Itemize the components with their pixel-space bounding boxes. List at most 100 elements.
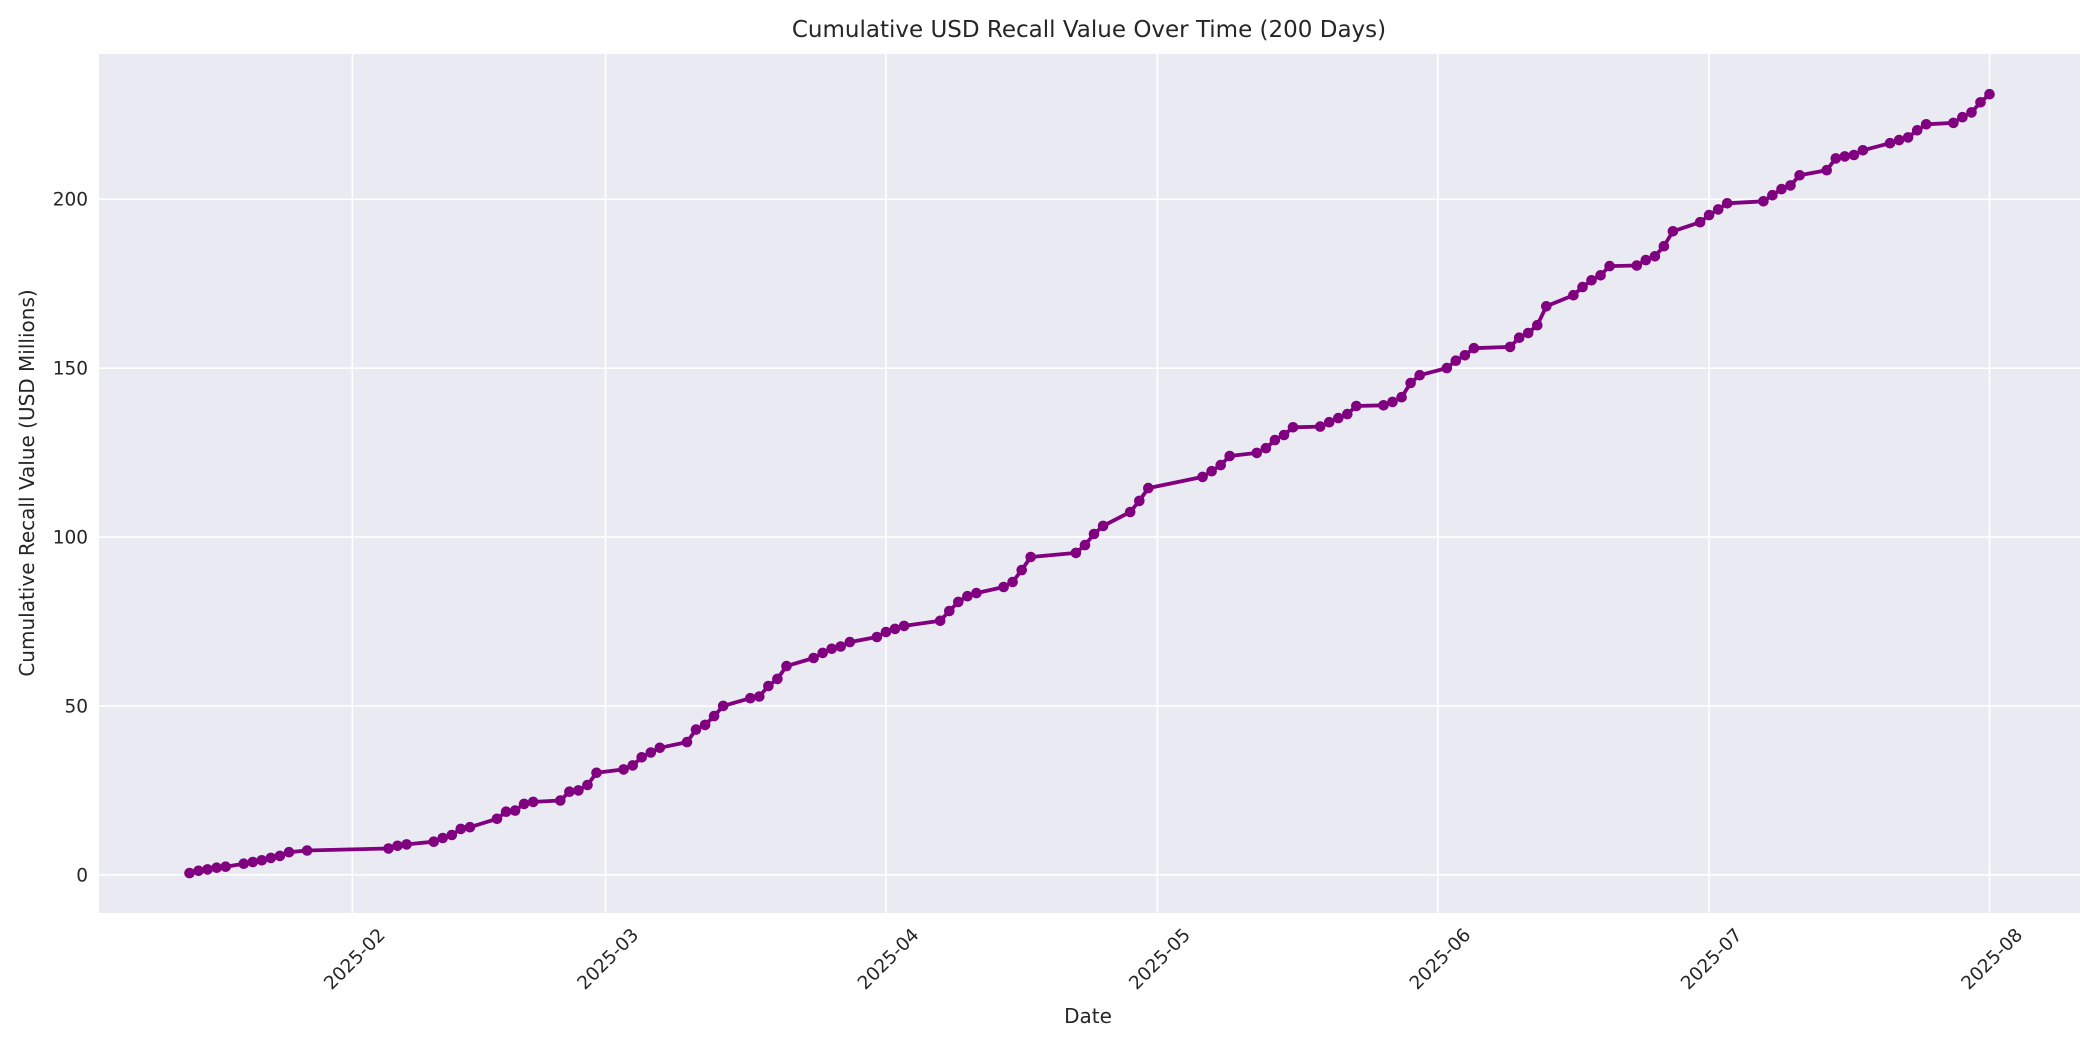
data-point bbox=[934, 615, 946, 627]
data-point bbox=[1658, 240, 1670, 252]
data-point bbox=[826, 643, 837, 655]
y-axis-label: Cumulative Recall Value (USD Millions) bbox=[15, 289, 39, 676]
data-point bbox=[428, 836, 440, 847]
data-point bbox=[1387, 396, 1398, 408]
data-point bbox=[1839, 151, 1851, 162]
data-point bbox=[1025, 551, 1036, 563]
data-point bbox=[392, 840, 403, 852]
data-point bbox=[265, 852, 277, 864]
data-point bbox=[1459, 350, 1471, 361]
data-point bbox=[455, 823, 467, 835]
y-tick-label: 200 bbox=[53, 190, 88, 211]
data-point bbox=[1848, 149, 1860, 161]
data-point bbox=[781, 660, 792, 672]
data-point bbox=[509, 805, 521, 816]
data-point bbox=[1414, 369, 1425, 381]
data-point bbox=[555, 795, 566, 806]
data-point bbox=[835, 641, 846, 652]
data-point bbox=[944, 605, 955, 617]
data-point bbox=[193, 865, 204, 877]
data-point bbox=[1441, 362, 1453, 374]
data-point bbox=[772, 673, 783, 685]
data-point bbox=[301, 845, 313, 856]
data-point bbox=[636, 752, 647, 763]
data-point bbox=[500, 806, 512, 817]
data-point bbox=[220, 861, 231, 872]
data-point bbox=[1830, 153, 1842, 164]
data-point bbox=[1920, 119, 1932, 130]
data-point bbox=[564, 786, 575, 797]
data-point bbox=[1586, 275, 1597, 286]
data-point bbox=[1016, 564, 1027, 576]
data-point bbox=[717, 700, 729, 712]
y-tick-labels: 0 50 100 150 200 bbox=[53, 190, 88, 887]
y-tick-label: 0 bbox=[76, 865, 88, 886]
data-point bbox=[256, 855, 268, 866]
data-point bbox=[1134, 495, 1145, 507]
data-point bbox=[1450, 355, 1462, 367]
plot-area bbox=[99, 54, 2080, 913]
data-point bbox=[1794, 170, 1805, 181]
data-point bbox=[1251, 447, 1263, 459]
data-point bbox=[1097, 520, 1109, 532]
data-point bbox=[681, 736, 693, 748]
data-point bbox=[1215, 459, 1226, 471]
data-point bbox=[464, 821, 476, 833]
data-point bbox=[817, 647, 828, 659]
data-point bbox=[283, 846, 295, 858]
data-point bbox=[582, 779, 593, 791]
data-point bbox=[518, 798, 530, 810]
data-point bbox=[1640, 254, 1652, 266]
data-point bbox=[1007, 576, 1018, 588]
data-point bbox=[971, 587, 982, 599]
data-point bbox=[591, 767, 602, 779]
data-point bbox=[1595, 270, 1606, 281]
data-point bbox=[573, 785, 584, 796]
data-point bbox=[1278, 429, 1290, 441]
data-point bbox=[708, 710, 720, 722]
data-point bbox=[1079, 539, 1091, 551]
data-point bbox=[1504, 341, 1516, 353]
y-tick-label: 100 bbox=[53, 528, 88, 549]
data-point bbox=[202, 864, 213, 875]
chart-title: Cumulative USD Recall Value Over Time (2… bbox=[792, 17, 1386, 43]
data-point bbox=[1767, 189, 1778, 201]
data-point bbox=[211, 862, 222, 873]
data-point bbox=[491, 813, 503, 825]
data-point bbox=[1260, 442, 1272, 454]
data-point bbox=[1143, 482, 1154, 494]
data-point bbox=[446, 829, 458, 841]
data-point bbox=[690, 724, 702, 735]
data-point bbox=[962, 590, 973, 602]
data-point bbox=[1323, 416, 1335, 428]
data-point bbox=[401, 839, 412, 850]
data-point bbox=[1712, 204, 1724, 215]
data-point bbox=[1649, 250, 1661, 262]
data-point bbox=[1694, 216, 1706, 228]
data-point bbox=[871, 631, 883, 643]
data-point bbox=[184, 867, 195, 879]
data-point bbox=[1333, 412, 1344, 424]
data-point bbox=[1975, 97, 1986, 108]
data-point bbox=[1378, 400, 1389, 411]
data-point bbox=[1984, 88, 1995, 100]
x-axis-label: Date bbox=[1064, 1004, 1112, 1028]
data-point bbox=[1197, 471, 1208, 483]
data-point bbox=[1902, 132, 1914, 143]
data-point bbox=[1911, 125, 1923, 136]
data-point bbox=[745, 692, 756, 704]
data-point bbox=[645, 747, 657, 758]
data-point bbox=[1513, 332, 1525, 344]
data-point bbox=[1604, 260, 1615, 272]
data-point bbox=[1577, 281, 1588, 293]
data-point bbox=[953, 596, 964, 608]
data-point bbox=[1821, 164, 1832, 176]
data-point bbox=[763, 680, 774, 692]
data-point bbox=[1224, 450, 1235, 462]
data-point bbox=[1396, 391, 1407, 403]
data-point bbox=[1631, 260, 1643, 271]
data-point bbox=[1468, 342, 1480, 354]
data-point bbox=[808, 652, 819, 664]
data-point bbox=[998, 581, 1009, 593]
